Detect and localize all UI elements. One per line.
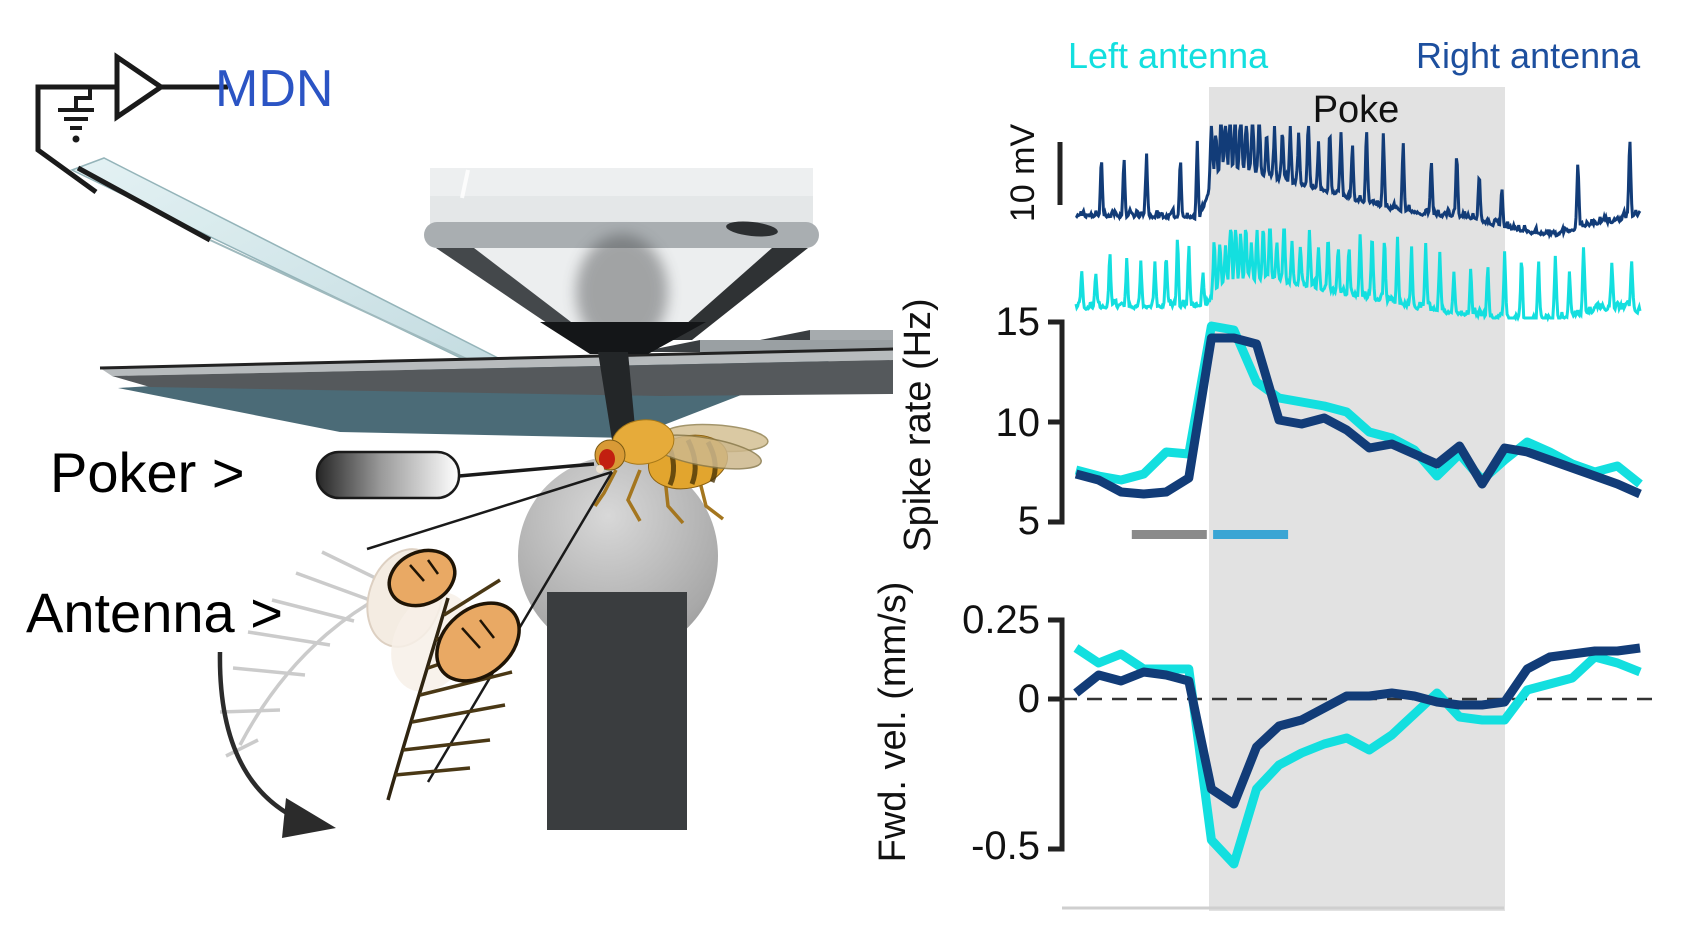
poker-icon <box>315 450 595 500</box>
spike-rate-line-right <box>1074 333 1642 499</box>
antenna-label: Antenna > <box>26 581 283 644</box>
spike-rate-tick-5: 5 <box>1018 499 1040 543</box>
pre-poke-bar <box>1131 530 1207 539</box>
amplifier-wire <box>35 84 117 195</box>
antenna-segments <box>387 548 521 683</box>
objective-tip <box>540 322 706 354</box>
fwd-vel-tick-neg05: -0.5 <box>971 824 1040 868</box>
platform <box>99 330 894 438</box>
fwd-vel-tick-025: 0.25 <box>962 598 1040 642</box>
spike-rate-ylabel: Spike rate (Hz) <box>897 298 939 551</box>
fwd-vel-tick-0: 0 <box>1018 677 1040 721</box>
amplifier-triangle <box>114 52 166 122</box>
amplifier-icon <box>35 52 228 195</box>
poke-onset-bar <box>1213 530 1289 539</box>
fly-eye <box>599 449 615 469</box>
poker-label: Poker > <box>50 441 245 504</box>
microscope-objective-icon <box>424 168 819 440</box>
spike-rate-axis <box>1048 319 1065 525</box>
spike-rate-tick-10: 10 <box>996 401 1041 445</box>
fwd-vel-plot: 0.25 0 -0.5 Fwd. vel. (mm/s) <box>872 582 1655 910</box>
fwd-vel-axis <box>1048 617 1065 852</box>
mdn-label: MDN <box>215 60 333 118</box>
objective-marking <box>726 221 778 237</box>
spike-rate-line-left <box>1074 321 1643 488</box>
fly-tether-pin <box>598 352 636 440</box>
platform-front <box>112 360 893 396</box>
ground-icon <box>58 87 94 143</box>
voltage-scalebar-label: 10 mV <box>1004 124 1042 223</box>
ball-post <box>547 592 687 830</box>
recordings-panel: Left antenna Right antenna Poke 10 mV 15… <box>872 35 1655 911</box>
deflection-arrow-icon <box>217 651 336 838</box>
fwd-vel-ylabel: Fwd. vel. (mm/s) <box>872 582 914 863</box>
fwd-vel-line-left <box>1073 644 1642 869</box>
left-antenna-label: Left antenna <box>1068 35 1269 76</box>
poke-shade <box>1209 87 1505 911</box>
ball-support <box>518 456 718 830</box>
voltage-scalebar: 10 mV <box>1004 124 1063 223</box>
fwd-vel-line-right <box>1073 643 1641 809</box>
vm-trace-right-antenna <box>1074 124 1642 240</box>
spike-rate-plot: 15 10 5 Spike rate (Hz) <box>897 298 1643 552</box>
antenna-closeup <box>217 548 521 838</box>
setup-diagram: MDN <box>26 52 894 838</box>
spike-rate-tick-15: 15 <box>996 300 1041 344</box>
fly-illustration <box>593 419 769 525</box>
right-antenna-label: Right antenna <box>1416 35 1641 76</box>
vm-trace-left-antenna <box>1074 228 1642 323</box>
poke-label: Poke <box>1313 89 1400 131</box>
